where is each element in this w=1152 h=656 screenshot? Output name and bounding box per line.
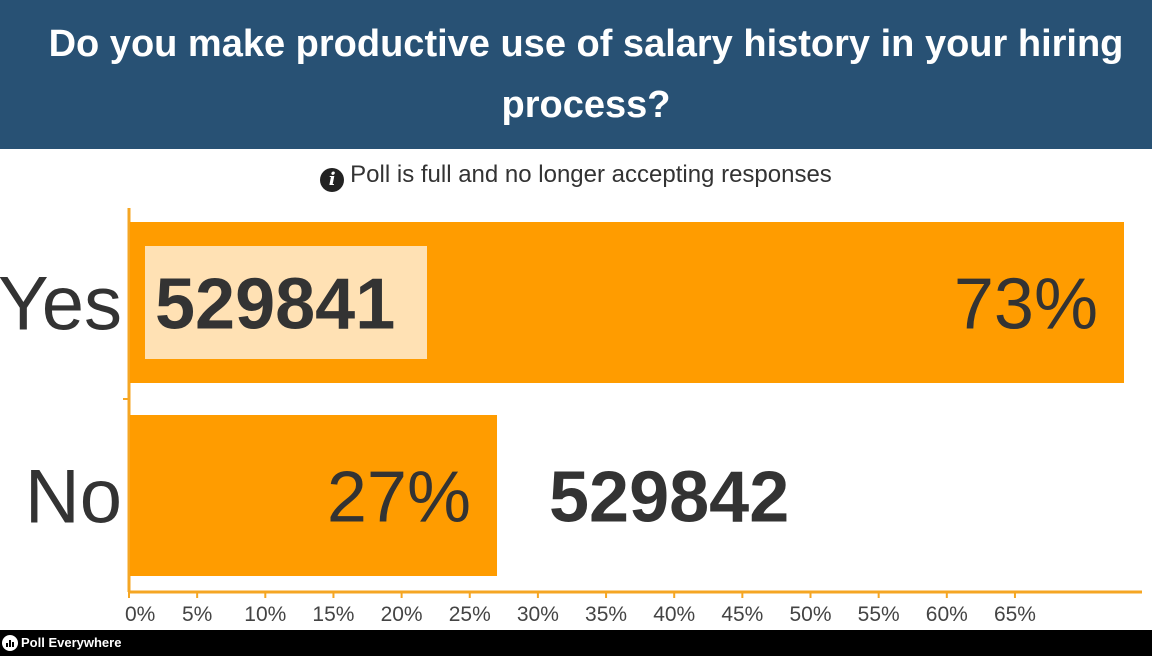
x-tick-label: 55% <box>858 603 900 626</box>
x-tick-label: 5% <box>182 603 212 626</box>
x-tick-label: 25% <box>449 603 491 626</box>
bar-no <box>130 415 498 576</box>
category-label-no: No <box>25 455 122 540</box>
x-tick-label: 0% <box>125 603 155 626</box>
poll-title: Do you make productive use of salary his… <box>48 23 1124 126</box>
title-banner: Do you make productive use of salary his… <box>0 0 1152 149</box>
percent-label-yes: 73% <box>954 265 1098 345</box>
x-tick-label: 10% <box>244 603 286 626</box>
poll-status: i Poll is full and no longer accepting re… <box>0 158 1152 192</box>
percent-label-no: 27% <box>327 458 471 538</box>
x-tick-label: 65% <box>994 603 1036 626</box>
poll-everywhere-logo-icon <box>2 635 18 651</box>
x-tick-label: 50% <box>789 603 831 626</box>
x-tick-label: 60% <box>926 603 968 626</box>
footer-bar: Poll Everywhere <box>0 630 1152 656</box>
count-label-yes: 529841 <box>155 265 395 345</box>
x-tick-label: 30% <box>517 603 559 626</box>
x-tick-label: 40% <box>653 603 695 626</box>
bars-layer: Yes 73% 529841 No 27% 529842 <box>0 222 1124 576</box>
count-label-no: 529842 <box>549 458 789 538</box>
x-tick-label: 35% <box>585 603 627 626</box>
x-axis-ticks: 0% 5% 10% 15% 20% 25% 30% 35% 40% 45% 50% 55% 60% 65% <box>125 592 1036 626</box>
info-icon: i <box>320 168 345 192</box>
poll-status-text: Poll is full and no longer accepting res… <box>350 161 832 188</box>
x-tick-label: 15% <box>312 603 354 626</box>
poll-results-chart: Yes 73% 529841 No 27% 529842 0% 5% 10% 15% 20% 25%… <box>0 208 1142 626</box>
footer-brand: Poll Everywhere <box>21 635 122 650</box>
x-tick-label: 20% <box>381 603 423 626</box>
category-label-yes: Yes <box>0 262 122 347</box>
x-tick-label: 45% <box>721 603 763 626</box>
count-highlight-yes <box>145 246 427 359</box>
